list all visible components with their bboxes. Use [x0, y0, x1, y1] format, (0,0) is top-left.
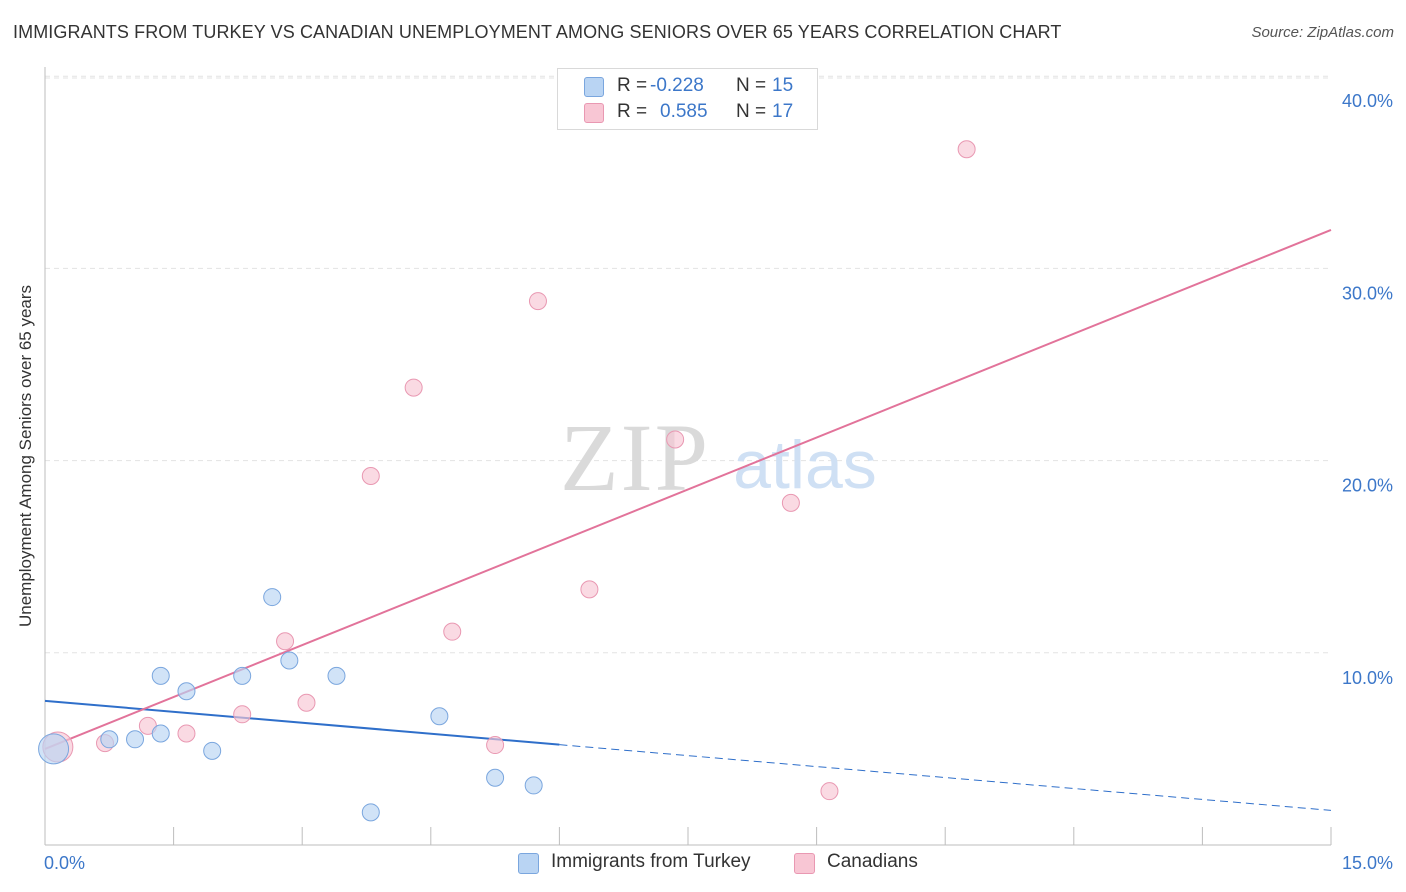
- watermark-zip: ZIP: [560, 404, 710, 511]
- legend-n-label: N =: [736, 101, 767, 122]
- point-pink: [297, 693, 316, 712]
- source-label: Source: ZipAtlas.com: [1251, 24, 1394, 41]
- point-pink: [233, 705, 252, 724]
- tick-label-layer: 10.0% 20.0% 30.0% 40.0% 0.0% 15.0%: [44, 91, 1393, 873]
- legend-n-label: N =: [736, 75, 767, 96]
- point-pink: [177, 724, 196, 743]
- bottom-legend-label-blue: Immigrants from Turkey: [551, 851, 751, 872]
- trend-line-dashed-blue: [559, 744, 1332, 811]
- point-blue: [177, 682, 196, 701]
- watermark-atlas: atlas: [733, 427, 877, 503]
- point-blue: [203, 741, 222, 760]
- axis-layer: [44, 67, 1332, 846]
- point-blue: [430, 707, 449, 726]
- legend-n-value-pink: 17: [772, 101, 794, 122]
- legend-swatch-blue: [584, 77, 604, 97]
- bottom-legend-label-pink: Canadians: [827, 851, 918, 872]
- y-tick-label: 40.0%: [1342, 91, 1393, 111]
- chart-title: IMMIGRANTS FROM TURKEY VS CANADIAN UNEMP…: [13, 22, 1062, 42]
- stats-legend: R = -0.228 N = 15 R = 0.585 N = 17: [557, 68, 818, 130]
- x-tick-label: 15.0%: [1342, 853, 1393, 873]
- point-pink: [528, 292, 547, 311]
- point-blue: [151, 724, 170, 743]
- points-layer: [38, 140, 976, 822]
- y-tick-label: 30.0%: [1342, 283, 1393, 303]
- trend-line-pink: [44, 229, 1332, 750]
- point-blue: [126, 730, 145, 749]
- point-blue: [38, 733, 70, 765]
- legend-r-label: R =: [617, 75, 648, 96]
- bottom-legend-swatch-pink: [794, 853, 815, 874]
- point-pink: [443, 622, 462, 641]
- point-blue: [486, 768, 505, 787]
- x-tick-label: 0.0%: [44, 853, 85, 873]
- point-pink: [404, 378, 423, 397]
- grid-layer: [45, 75, 1331, 654]
- trend-line-blue: [44, 699, 560, 746]
- y-tick-label: 10.0%: [1342, 668, 1393, 688]
- point-pink: [666, 430, 685, 449]
- legend-r-value-pink: 0.585: [660, 101, 708, 122]
- point-blue: [233, 666, 252, 685]
- point-pink: [361, 466, 380, 485]
- legend-n-value-blue: 15: [772, 75, 794, 96]
- legend-r-label: R =: [617, 101, 648, 122]
- point-blue: [361, 803, 380, 822]
- point-blue: [280, 651, 299, 670]
- watermark: ZIP atlas: [560, 404, 877, 511]
- point-blue: [100, 730, 119, 749]
- legend-swatch-pink: [584, 103, 604, 123]
- point-pink: [486, 736, 505, 755]
- bottom-legend-swatch-blue: [518, 853, 539, 874]
- point-pink: [580, 580, 599, 599]
- y-tick-label: 20.0%: [1342, 476, 1393, 496]
- point-pink: [957, 140, 976, 159]
- point-pink: [276, 632, 295, 651]
- point-blue: [327, 666, 346, 685]
- trend-layer: [44, 229, 1332, 811]
- point-pink: [781, 493, 800, 512]
- point-blue: [263, 588, 282, 607]
- point-pink: [820, 782, 839, 801]
- point-blue: [524, 776, 543, 795]
- point-blue: [151, 666, 170, 685]
- legend-r-value-blue: -0.228: [650, 75, 704, 96]
